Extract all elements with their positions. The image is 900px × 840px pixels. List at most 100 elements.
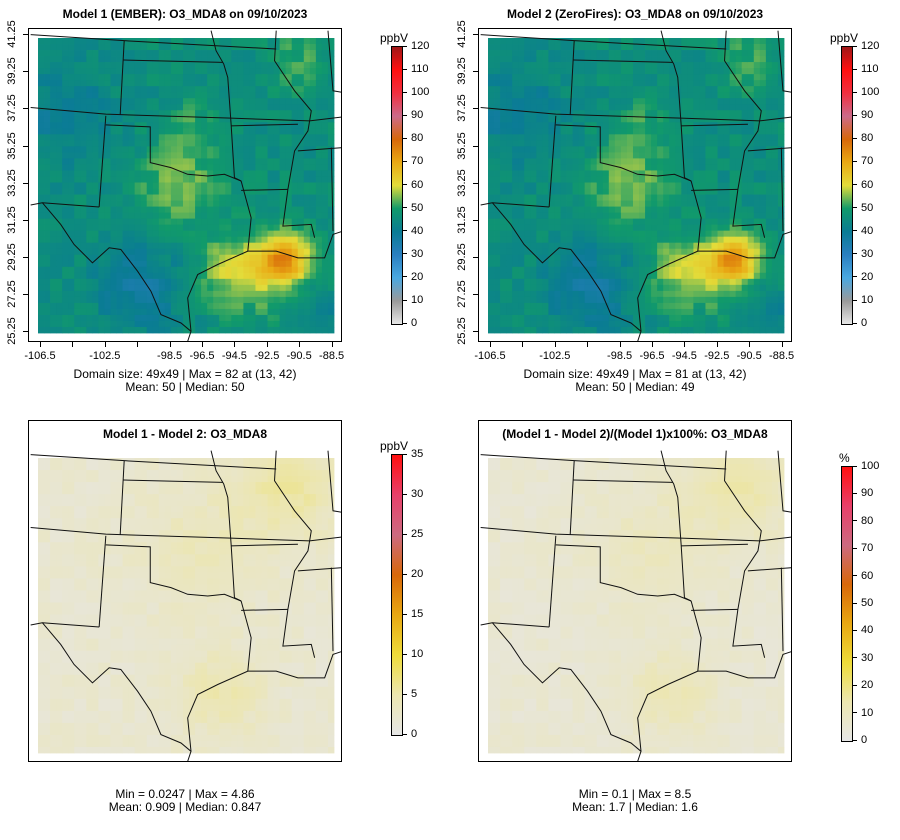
grid-cell xyxy=(669,194,676,201)
grid-cell xyxy=(68,182,75,189)
grid-cell xyxy=(512,296,519,304)
grid-cell xyxy=(116,50,123,57)
grid-cell xyxy=(62,194,69,201)
x-tick xyxy=(522,342,524,347)
grid-cell xyxy=(170,128,178,135)
grid-cell xyxy=(170,200,178,207)
grid-cell xyxy=(711,92,718,99)
grid-cell xyxy=(494,296,501,304)
grid-cell xyxy=(38,638,45,646)
grid-cell xyxy=(207,92,214,99)
grid-cell xyxy=(195,278,202,286)
grid-cell xyxy=(134,176,142,183)
grid-cell xyxy=(735,74,743,81)
grid-cell xyxy=(189,104,196,111)
grid-cell xyxy=(38,698,45,706)
grid-cell xyxy=(170,104,178,111)
grid-cell xyxy=(524,146,531,153)
grid-cell xyxy=(639,278,646,286)
grid-cell xyxy=(291,116,299,123)
grid-cell xyxy=(261,254,268,262)
grid-cell xyxy=(128,218,136,226)
grid-cell xyxy=(146,320,154,328)
grid-cell xyxy=(608,314,616,322)
grid-cell xyxy=(134,254,142,262)
grid-cell xyxy=(74,326,81,334)
grid-cell xyxy=(578,176,586,183)
grid-cell xyxy=(488,170,495,177)
grid-cell xyxy=(572,92,580,99)
grid-cell xyxy=(711,86,718,93)
grid-cell xyxy=(261,56,268,63)
grid-cell xyxy=(771,80,779,87)
grid-cell xyxy=(596,314,604,322)
grid-cell xyxy=(687,206,694,213)
grid-cell xyxy=(38,512,45,519)
grid-cell xyxy=(309,80,317,87)
grid-cell xyxy=(164,104,172,111)
grid-cell xyxy=(645,116,652,123)
grid-cell xyxy=(243,188,250,195)
grid-cell xyxy=(158,116,166,123)
grid-cell xyxy=(596,236,604,244)
grid-cell xyxy=(506,122,513,129)
grid-cell xyxy=(182,278,190,286)
grid-cell xyxy=(321,278,329,286)
grid-cell xyxy=(777,284,785,292)
grid-cell xyxy=(309,260,317,268)
grid-cell xyxy=(753,44,761,51)
grid-cell xyxy=(518,164,525,171)
grid-cell xyxy=(494,266,501,274)
grid-cell xyxy=(327,122,335,129)
grid-cell xyxy=(140,260,148,268)
grid-cell xyxy=(146,290,154,298)
grid-cell xyxy=(207,278,214,286)
grid-cell xyxy=(512,248,519,256)
grid-cell xyxy=(86,254,93,262)
grid-cell xyxy=(303,290,311,298)
grid-cell xyxy=(602,128,610,135)
grid-cell xyxy=(273,218,281,226)
grid-cell xyxy=(176,56,184,63)
grid-cell xyxy=(632,104,640,111)
grid-cell xyxy=(303,296,311,304)
grid-cell xyxy=(164,320,172,328)
grid-cell xyxy=(195,284,202,292)
grid-cell xyxy=(44,212,51,220)
grid-cell xyxy=(68,284,75,292)
grid-cell xyxy=(315,314,323,322)
grid-cell xyxy=(645,38,652,45)
grid-cell xyxy=(494,242,501,250)
grid-cell xyxy=(518,74,525,81)
grid-cell xyxy=(693,104,700,111)
grid-cell xyxy=(699,320,706,328)
grid-cell xyxy=(243,212,250,220)
grid-cell xyxy=(164,194,172,201)
grid-cell xyxy=(315,230,323,238)
grid-cell xyxy=(723,110,731,117)
x-tick-label: -94.5 xyxy=(221,350,247,362)
grid-cell xyxy=(645,266,652,274)
grid-cell xyxy=(699,188,706,195)
grid-cell xyxy=(273,122,281,129)
grid-cell xyxy=(140,98,148,105)
grid-cell xyxy=(741,302,749,310)
grid-cell xyxy=(237,236,244,244)
grid-cell xyxy=(693,92,700,99)
grid-cell xyxy=(705,326,712,334)
grid-cell xyxy=(560,128,567,135)
grid-cell xyxy=(98,308,105,316)
grid-cell xyxy=(494,188,501,195)
grid-cell xyxy=(645,224,652,232)
grid-cell xyxy=(620,236,628,244)
grid-cell xyxy=(717,254,724,262)
grid-cell xyxy=(705,170,712,177)
grid-cell xyxy=(44,236,51,244)
grid-cell xyxy=(488,110,495,117)
grid-cell xyxy=(201,44,208,51)
grid-cell xyxy=(620,158,628,165)
grid-cell xyxy=(578,314,586,322)
grid-cell xyxy=(663,140,670,147)
grid-cell xyxy=(219,230,226,238)
grid-cell xyxy=(213,152,220,159)
